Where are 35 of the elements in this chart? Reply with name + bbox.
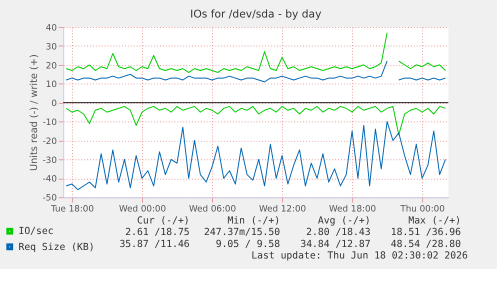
legend-label: Req Size (KB)	[18, 242, 95, 253]
text: Min (-/+)	[227, 215, 280, 226]
x-tick-label: Wed 12:00	[259, 204, 306, 214]
text: 34.84 /12.87	[300, 238, 371, 250]
x-tick-label: Wed 06:00	[188, 204, 236, 214]
line-series	[66, 106, 446, 136]
y-tick-label: 40	[46, 23, 57, 34]
text: 9.05 / 9.58	[216, 238, 280, 250]
y-tick-label: -20	[42, 136, 57, 147]
text: Avg (-/+)	[318, 215, 371, 226]
y-tick-label: -40	[42, 174, 57, 185]
y-tick-label: -10	[42, 118, 57, 128]
x-tick-label: Tue 18:00	[50, 204, 94, 214]
text: Cur (-/+)	[136, 215, 190, 226]
y-tick-label: 0	[51, 99, 57, 110]
text: 247.37m/15.50	[204, 227, 280, 238]
y-tick-label: -30	[42, 156, 57, 166]
text: 18.51 /36.96	[390, 227, 462, 238]
text: Max (-/+)	[408, 215, 462, 226]
text: 48.54 /28.80	[390, 238, 462, 250]
y-tick-label: 30	[46, 42, 57, 52]
y-tick-label: 10	[46, 80, 57, 90]
legend-label: IO/sec	[18, 226, 54, 238]
text: 35.87 /11.46	[119, 238, 190, 250]
chart-title: IOs for /dev/sda - by day	[190, 7, 322, 20]
text: 2.80 /18.43	[306, 227, 371, 238]
text: Last update: Thu Jun 18 02:30:02 2026	[251, 250, 468, 262]
x-tick-label: Wed 00:00	[118, 204, 166, 214]
line-series	[66, 121, 446, 190]
y-tick-label: 20	[46, 61, 57, 72]
text: 2.61 /18.75	[125, 227, 190, 238]
x-tick-label: Wed 18:00	[329, 204, 376, 214]
y-tick-label: -50	[42, 194, 57, 204]
x-tick-label: Thu 00:00	[399, 204, 445, 214]
y-axis-title: Units read (-) / write (+)	[28, 54, 40, 171]
